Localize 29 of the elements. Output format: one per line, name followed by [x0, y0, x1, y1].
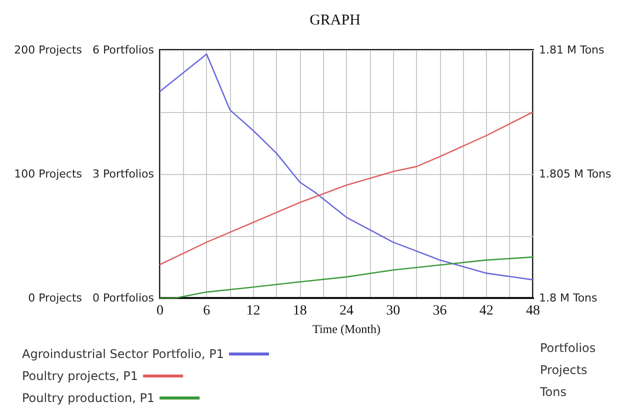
y2-tick-label: 0 Projects	[28, 292, 82, 304]
legend-label: Poultry projects, P1	[22, 369, 138, 383]
x-tick-label: 0	[156, 304, 164, 318]
x-tick-label: 48	[526, 304, 540, 318]
y-tick-label: 6 Portfolios	[92, 44, 154, 56]
x-axis-title: Time (Month)	[312, 322, 380, 336]
y2-tick-label: 100 Projects	[14, 168, 82, 180]
text: Projects	[540, 363, 588, 377]
x-tick-label: 36	[432, 304, 447, 318]
y2-tick-label: 200 Projects	[14, 44, 82, 56]
x-tick-label: 42	[479, 304, 494, 318]
line-series	[159, 53, 534, 280]
legend-label: Agroindustrial Sector Portfolio, P1	[22, 347, 224, 361]
text: Portfolios	[540, 341, 596, 355]
y3-tick-label: 1.81 M Tons	[539, 44, 605, 56]
line-series	[159, 111, 534, 266]
x-tick-label: 30	[386, 304, 400, 318]
y3-tick-label: 1.805 M Tons	[539, 168, 612, 180]
y-tick-label: 3 Portfolios	[92, 168, 154, 180]
text: Tons	[539, 385, 566, 399]
y-tick-label: 0 Portfolios	[92, 292, 154, 304]
x-tick-label: 6	[203, 304, 210, 318]
legend-label: Poultry production, P1	[22, 391, 155, 405]
x-tick-label: 24	[340, 304, 354, 318]
chart-title: GRAPH	[310, 12, 361, 28]
line-series	[159, 256, 534, 299]
x-tick-label: 12	[246, 304, 260, 318]
y3-tick-label: 1.8 M Tons	[539, 292, 598, 304]
x-tick-label: 18	[292, 304, 307, 318]
